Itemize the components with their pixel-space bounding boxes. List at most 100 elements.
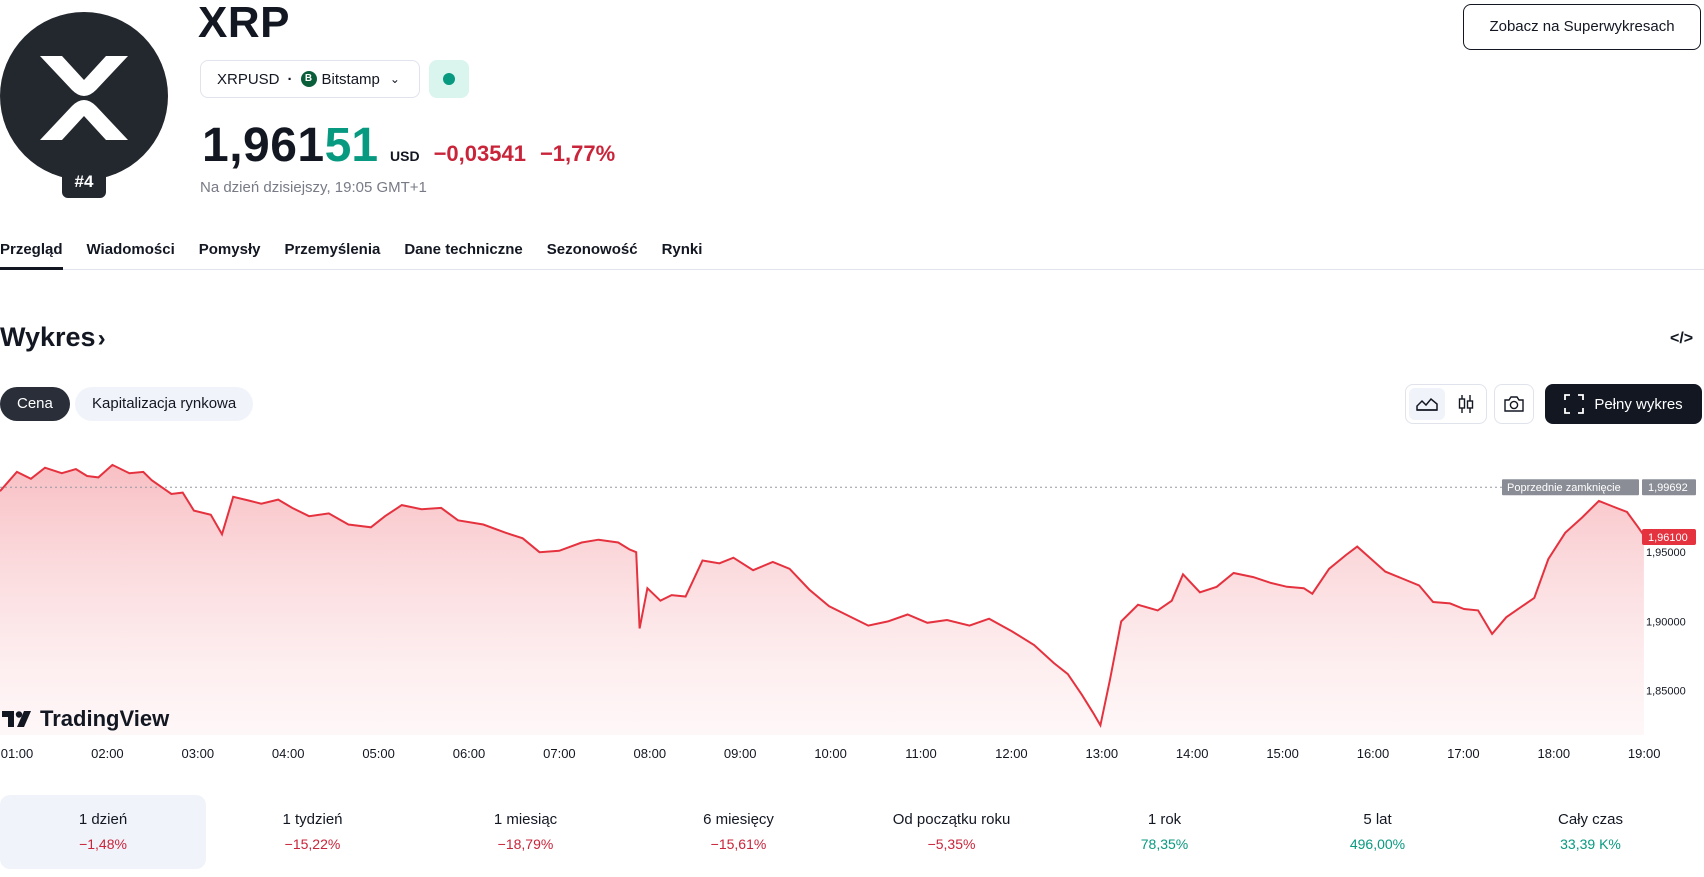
- price-change: −0,03541: [433, 141, 526, 166]
- period-label: 1 miesiąc: [493, 811, 558, 828]
- snapshot-button[interactable]: [1494, 384, 1534, 424]
- price-currency: USD: [390, 148, 420, 164]
- previous-close-value: 1,99692: [1648, 482, 1688, 494]
- period-3[interactable]: 6 miesięcy −15,61%: [632, 795, 845, 869]
- period-change: −5,35%: [927, 836, 976, 852]
- period-label: Cały czas: [1557, 811, 1624, 828]
- code-icon[interactable]: </>: [1670, 330, 1694, 347]
- period-4[interactable]: Od początku roku −5,35%: [845, 795, 1058, 869]
- chevron-right-icon: ›: [97, 325, 106, 352]
- period-change: 78,35%: [1140, 836, 1189, 852]
- rank-badge: #4: [62, 166, 106, 198]
- area-chart-button[interactable]: [1409, 388, 1445, 420]
- x-tick-label: 08:00: [634, 746, 667, 761]
- x-tick-label: 13:00: [1086, 746, 1119, 761]
- period-change: −15,61%: [710, 836, 767, 852]
- x-tick-label: 02:00: [91, 746, 124, 761]
- x-tick-label: 04:00: [272, 746, 305, 761]
- x-tick-label: 12:00: [995, 746, 1028, 761]
- tab-5[interactable]: Sezonowość: [546, 241, 638, 258]
- price-change-percent: −1,77%: [539, 141, 616, 166]
- previous-close-label: Poprzednie zamknięcie: [1507, 482, 1621, 494]
- superchart-button[interactable]: Zobacz na Superwykresach: [1463, 4, 1701, 50]
- x-tick-label: 06:00: [453, 746, 486, 761]
- period-6[interactable]: 5 lat 496,00%: [1271, 795, 1484, 869]
- period-0[interactable]: 1 dzień −1,48%: [0, 795, 206, 869]
- period-change: −18,79%: [497, 836, 554, 852]
- price-line: [0, 463, 1645, 729]
- previous-close-tag: Poprzednie zamknięcie 1,99692: [1502, 479, 1696, 496]
- period-change: 33,39 K%: [1560, 836, 1621, 852]
- symbol-selector[interactable]: XRPUSD · B Bitstamp ⌄: [200, 60, 420, 98]
- x-tick-label: 17:00: [1447, 746, 1480, 761]
- price-chart[interactable]: 1,85000 1,90000 1,95000 Poprzednie zamknię…: [0, 440, 1704, 775]
- fullscreen-icon: [1564, 394, 1585, 414]
- chart-type-toggle: [1405, 384, 1487, 424]
- status-dot-icon: [443, 73, 455, 85]
- period-7[interactable]: Cały czas 33,39 K%: [1484, 795, 1697, 869]
- x-tick-label: 15:00: [1266, 746, 1299, 761]
- period-change: −1,48%: [79, 836, 127, 852]
- chevron-down-icon: ⌄: [389, 72, 400, 86]
- candles-chart-button[interactable]: [1448, 388, 1484, 420]
- tradingview-label: TradingView: [40, 706, 170, 731]
- x-tick-label: 07:00: [543, 746, 576, 761]
- period-5[interactable]: 1 rok 78,35%: [1058, 795, 1271, 869]
- price-block: 1,961 51 USD −0,03541 −1,77%: [202, 118, 615, 173]
- period-2[interactable]: 1 miesiąc −18,79%: [419, 795, 632, 869]
- chart-section-title[interactable]: Wykres›: [0, 322, 106, 353]
- price-main: 1,961: [202, 119, 325, 172]
- period-change: 496,00%: [1349, 836, 1406, 852]
- period-label: 5 lat: [1363, 811, 1392, 828]
- x-tick-label: 10:00: [814, 746, 847, 761]
- period-label: 1 dzień: [78, 811, 128, 828]
- xrp-x-icon: [40, 56, 128, 140]
- fullscreen-chart-button[interactable]: Pełny wykres: [1545, 384, 1702, 424]
- market-status-button[interactable]: [429, 60, 469, 98]
- pair-label: XRPUSD: [217, 70, 280, 88]
- period-change: −15,22%: [284, 836, 341, 852]
- fullscreen-label: Pełny wykres: [1594, 395, 1683, 413]
- xrp-logo: [0, 12, 168, 180]
- period-1[interactable]: 1 tydzień −15,22%: [206, 795, 419, 869]
- performance-periods: 1 dzień −1,48% 1 tydzień −15,22% 1 miesiąc −1…: [0, 795, 1704, 869]
- period-label: 1 rok: [1147, 811, 1182, 828]
- area-chart-icon: [1416, 397, 1438, 411]
- x-tick-label: 01:00: [1, 746, 34, 761]
- last-price-value: 1,96100: [1648, 532, 1688, 544]
- x-tick-label: 19:00: [1628, 746, 1661, 761]
- x-tick-label: 16:00: [1357, 746, 1390, 761]
- tab-0[interactable]: Przegląd: [0, 236, 63, 270]
- x-tick-label: 11:00: [905, 746, 937, 761]
- period-label: Od początku roku: [892, 811, 1011, 828]
- camera-icon: [1504, 396, 1524, 412]
- y-tick-label: 1,85000: [1646, 686, 1686, 698]
- period-label: 1 tydzień: [282, 811, 343, 828]
- x-tick-label: 14:00: [1176, 746, 1209, 761]
- tab-2[interactable]: Pomysły: [198, 241, 261, 258]
- price-highlight: 51: [324, 119, 379, 172]
- candles-icon: [1458, 395, 1474, 413]
- tab-1[interactable]: Wiadomości: [86, 241, 175, 258]
- exchange-label: Bitstamp: [321, 70, 380, 88]
- chip-price[interactable]: Cena: [0, 387, 70, 421]
- tab-bar: Przegląd Wiadomości Pomysły Przemyślenia Dan…: [0, 236, 1704, 270]
- chart-title-label: Wykres: [0, 322, 96, 352]
- last-price-tag: 1,96100: [1642, 528, 1696, 545]
- price-timestamp: Na dzień dzisiejszy, 19:05 GMT+1: [200, 179, 427, 196]
- tradingview-brand[interactable]: TradingView: [2, 706, 169, 732]
- tradingview-logo-icon: [2, 711, 31, 727]
- chip-market-cap[interactable]: Kapitalizacja rynkowa: [75, 387, 254, 421]
- x-tick-label: 03:00: [182, 746, 215, 761]
- tab-3[interactable]: Przemyślenia: [284, 241, 381, 258]
- separator-dot: ·: [287, 70, 293, 88]
- tab-6[interactable]: Rynki: [661, 241, 703, 258]
- y-tick-label: 1,90000: [1646, 616, 1686, 628]
- y-tick-label: 1,95000: [1646, 547, 1686, 559]
- page-title: XRP: [198, 0, 290, 47]
- bitstamp-icon: B: [300, 71, 317, 87]
- period-label: 6 miesięcy: [703, 811, 774, 828]
- x-tick-label: 18:00: [1538, 746, 1571, 761]
- tab-4[interactable]: Dane techniczne: [404, 241, 523, 258]
- price-area-fill: [0, 464, 1644, 735]
